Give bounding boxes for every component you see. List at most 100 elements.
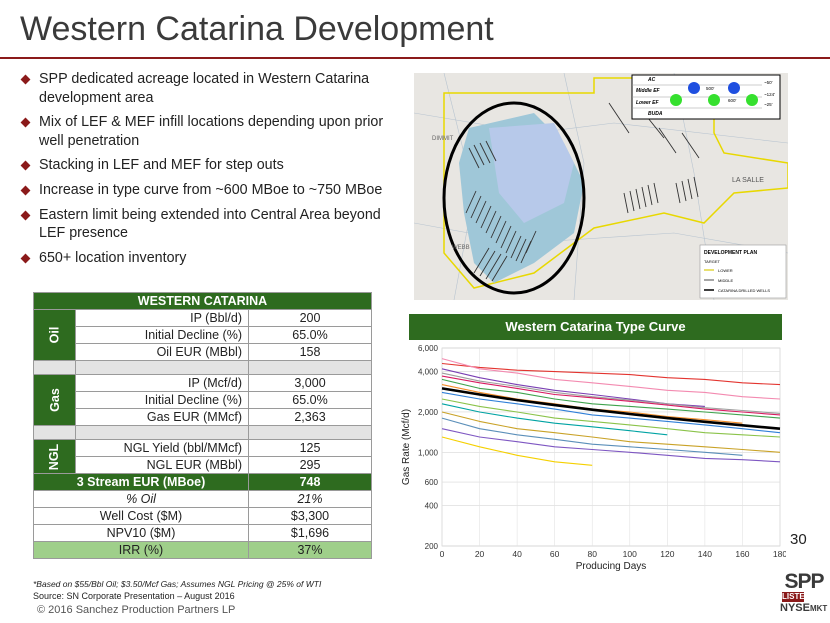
bullet-text: 650+ location inventory <box>39 249 187 266</box>
diamond-bullet-icon <box>20 185 31 196</box>
x-tick-label: 0 <box>440 549 445 559</box>
table-row: NGL NGL Yield (bbl/MMcf) 125 <box>33 439 372 474</box>
row-label: Initial Decline (%) <box>75 326 249 344</box>
table-row: Oil EUR (MBbl) 158 <box>34 343 372 361</box>
middle-ef-well-marker <box>688 82 700 94</box>
diamond-bullet-icon <box>20 74 31 85</box>
summary-row-npv10: NPV10 ($M) $1,696 <box>33 524 372 542</box>
vertical-spacing-label: ~50' <box>764 80 773 85</box>
well-series-line <box>441 372 781 414</box>
x-tick-label: 100 <box>623 549 637 559</box>
title-divider <box>0 57 830 59</box>
vertical-spacing-label: ~25' <box>764 102 773 107</box>
legend-title: DEVELOPMENT PLAN <box>704 250 757 256</box>
row-value: $1,696 <box>248 524 372 542</box>
bullet-text: Mix of LEF & MEF infill locations depend… <box>39 114 384 149</box>
well-series-line <box>441 436 593 466</box>
bullet-text: Eastern limit being extended into Centra… <box>39 206 381 242</box>
oil-group-label: Oil <box>33 309 76 361</box>
bullet-item: Increase in type curve from ~600 MBoe to… <box>20 181 402 200</box>
y-tick-label: 2,000 <box>418 408 439 417</box>
well-series-line <box>441 391 781 434</box>
row-value: 65.0% <box>248 326 372 344</box>
row-label: NPV10 ($M) <box>33 524 249 542</box>
well-laterals <box>465 102 700 282</box>
legend-item-middle: MIDDLE <box>718 278 733 283</box>
well-series-line <box>441 398 781 438</box>
summary-row-well-cost: Well Cost ($M) $3,300 <box>33 507 372 525</box>
county-label-dimmit: DIMMIT <box>432 136 454 142</box>
diamond-bullet-icon <box>20 253 31 264</box>
bullet-item: Eastern limit being extended into Centra… <box>20 206 402 243</box>
y-tick-label: 6,000 <box>418 344 439 353</box>
bullet-text: SPP dedicated acreage located in Western… <box>39 71 370 106</box>
x-tick-label: 120 <box>660 549 674 559</box>
chart-title: Western Catarina Type Curve <box>409 314 782 340</box>
x-tick-label: 180 <box>773 549 786 559</box>
legend-item-lower: LOWER <box>718 268 733 273</box>
row-label: % Oil <box>33 490 249 508</box>
y-tick-label: 600 <box>425 478 439 487</box>
lower-ef-well-marker <box>746 94 758 106</box>
row-label: Gas EUR (MMcf) <box>75 408 249 426</box>
gas-group-label: Gas <box>33 374 76 426</box>
logo-listed: LISTED <box>782 592 811 602</box>
spp-logo: SPP LISTED NYSEMKT <box>780 571 828 621</box>
x-tick-label: 160 <box>735 549 749 559</box>
table-row: Gas EUR (MMcf) 2,363 <box>34 408 372 426</box>
logo-spp: SPP <box>784 570 824 593</box>
diamond-bullet-icon <box>20 210 31 221</box>
strat-layer-lower-ef: Lower EF <box>636 100 659 106</box>
row-label: Oil EUR (MBbl) <box>75 343 249 361</box>
well-spacing-label: 500' <box>706 86 715 91</box>
bullet-item: Stacking in LEF and MEF for step outs <box>20 156 402 175</box>
row-label: Well Cost ($M) <box>33 507 249 525</box>
well-series-line <box>441 403 668 436</box>
row-label: Initial Decline (%) <box>75 391 249 409</box>
development-area-inner <box>489 123 574 223</box>
well-series-line <box>441 375 781 416</box>
table-spacer-row <box>33 360 372 375</box>
economics-table: WESTERN CATARINA Oil IP (Bbl/d) 200 Init… <box>33 292 372 559</box>
well-series-line <box>441 362 781 386</box>
y-tick-label: 200 <box>425 542 439 551</box>
bullet-item: SPP dedicated acreage located in Western… <box>20 70 402 107</box>
legend-target: TARGET <box>704 259 720 264</box>
row-label: IP (Bbl/d) <box>75 309 249 327</box>
x-tick-label: 20 <box>475 549 485 559</box>
well-series-line <box>441 358 781 400</box>
lower-ef-well-marker <box>670 94 682 106</box>
copyright: © 2016 Sanchez Production Partners LP <box>37 604 236 616</box>
row-value: 37% <box>248 541 372 559</box>
summary-row-oil-pct: % Oil 21% <box>33 490 372 508</box>
bullet-item: 650+ location inventory <box>20 249 402 268</box>
strat-layer-middle-ef: Middle EF <box>636 88 661 94</box>
logo-nyse: NYSEMKT <box>780 602 828 614</box>
row-value: $3,300 <box>248 507 372 525</box>
plot-area <box>441 347 781 547</box>
bullet-text: Increase in type curve from ~600 MBoe to… <box>39 181 383 198</box>
type-curve-chart: 200 400 600 1,000 2,000 4,000 6,000 0 20 40 60 80 10… <box>401 344 786 572</box>
vertical-spacing-label: ~124' <box>764 92 775 97</box>
map-legend: DEVELOPMENT PLAN TARGET LOWER MIDDLE CAT… <box>699 244 787 299</box>
well-series-line <box>441 428 781 463</box>
county-label-la-salle: LA SALLE <box>732 177 764 184</box>
table-header: WESTERN CATARINA <box>33 292 372 310</box>
row-value: 65.0% <box>248 391 372 409</box>
y-tick-label: 400 <box>425 502 439 511</box>
well-series-line <box>441 411 781 453</box>
well-series-line <box>441 417 743 456</box>
row-value: 295 <box>248 456 372 474</box>
y-tick-label: 4,000 <box>418 368 439 377</box>
ngl-group-label: NGL <box>33 439 76 474</box>
diamond-bullet-icon <box>20 160 31 171</box>
row-label: IP (Mcf/d) <box>75 374 249 392</box>
y-axis-label: Gas Rate (Mcf/d) <box>401 409 412 485</box>
strat-layer-ac: AC <box>647 77 656 83</box>
type-curve-line <box>441 387 781 430</box>
table-spacer-row <box>33 425 372 440</box>
x-tick-label: 140 <box>698 549 712 559</box>
y-tick-label: 1,000 <box>418 448 439 457</box>
table-row: NGL EUR (MBbl) 295 <box>34 456 372 474</box>
table-row: Oil IP (Bbl/d) 200 <box>33 309 372 361</box>
